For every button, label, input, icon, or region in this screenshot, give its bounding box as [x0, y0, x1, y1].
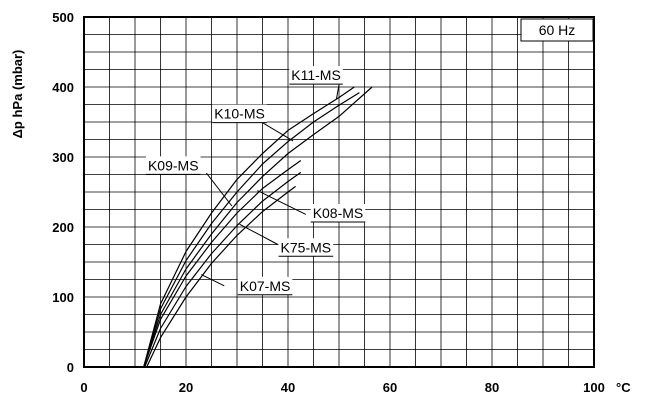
curve-k10-ms — [143, 92, 360, 368]
series-label-background — [212, 104, 267, 123]
series-label-background — [237, 276, 293, 295]
series-label-background — [278, 238, 334, 257]
series-labels: K11-MS K10-MS K09-MS K08-MS K75-MS K07-MS — [145, 66, 366, 296]
leader-k09-ms — [206, 172, 233, 207]
series-label-background — [289, 66, 343, 85]
leader-k08-ms — [257, 190, 307, 215]
series-label-background — [310, 204, 366, 222]
series-label-k07-ms: K07-MS — [240, 278, 291, 294]
series-label-background — [145, 156, 201, 175]
curve-k09-ms — [143, 86, 373, 368]
leader-k75-ms — [239, 223, 279, 245]
y-tick-label: 300 — [52, 150, 74, 165]
series-label-group: K75-MS — [278, 238, 334, 257]
y-axis-ticks: 0 100 200 300 400 500 — [52, 10, 74, 375]
x-tick-label: 80 — [485, 380, 499, 395]
series-label-k11-ms: K11-MS — [291, 67, 341, 83]
x-axis-unit: °C — [616, 380, 631, 395]
frequency-box-border — [520, 18, 594, 42]
series-label-k08-ms: K08-MS — [313, 205, 364, 221]
leader-k07-ms — [201, 274, 225, 287]
series-label-group: K10-MS — [212, 104, 267, 124]
y-tick-label: 500 — [52, 10, 74, 25]
leader-k10-ms — [262, 122, 294, 142]
x-tick-label: 40 — [281, 380, 295, 395]
plot-frame — [83, 16, 595, 368]
grid — [84, 17, 594, 367]
curve-k07-ms — [146, 185, 296, 368]
y-tick-label: 100 — [52, 290, 74, 305]
series-label-k09-ms: K09-MS — [148, 157, 199, 173]
series-label-group: K09-MS — [145, 156, 201, 175]
curve-k75-ms — [144, 171, 302, 368]
x-tick-label: 60 — [383, 380, 397, 395]
series-label-group: K11-MS — [289, 66, 343, 85]
y-tick-label: 200 — [52, 220, 74, 235]
series-label-group: K07-MS — [237, 276, 293, 296]
y-axis-label: Δp hPa (mbar) — [10, 50, 25, 139]
x-axis-ticks: 0 20 40 60 80 100 — [80, 380, 604, 395]
leader-k11-ms — [335, 84, 340, 99]
x-tick-label: 100 — [583, 380, 605, 395]
y-tick-label: 400 — [52, 80, 74, 95]
x-tick-label: 20 — [179, 380, 193, 395]
curve-k11-ms — [143, 86, 355, 368]
series-label-k75-ms: K75-MS — [281, 239, 332, 255]
curve-k08-ms — [143, 160, 302, 368]
y-tick-label: 0 — [67, 360, 74, 375]
x-tick-label: 0 — [80, 380, 87, 395]
frequency-box: 60 Hz — [520, 18, 594, 42]
curves — [143, 86, 373, 368]
series-label-group: K08-MS — [310, 204, 366, 223]
series-label-k10-ms: K10-MS — [214, 106, 265, 122]
frequency-label: 60 Hz — [539, 22, 576, 38]
label-leaders — [201, 84, 340, 287]
